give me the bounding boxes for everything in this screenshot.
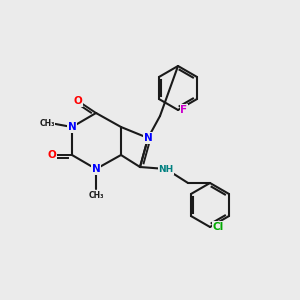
Text: Cl: Cl	[212, 222, 224, 232]
Text: N: N	[92, 164, 100, 174]
Text: CH₃: CH₃	[88, 190, 104, 200]
Text: N: N	[68, 122, 76, 132]
Text: N: N	[144, 133, 152, 143]
Text: O: O	[74, 96, 82, 106]
Text: N: N	[68, 122, 76, 132]
Text: N: N	[92, 164, 100, 174]
Text: CH₃: CH₃	[39, 118, 55, 127]
Text: NH: NH	[158, 166, 174, 175]
Text: F: F	[180, 105, 188, 115]
Text: O: O	[48, 150, 56, 160]
